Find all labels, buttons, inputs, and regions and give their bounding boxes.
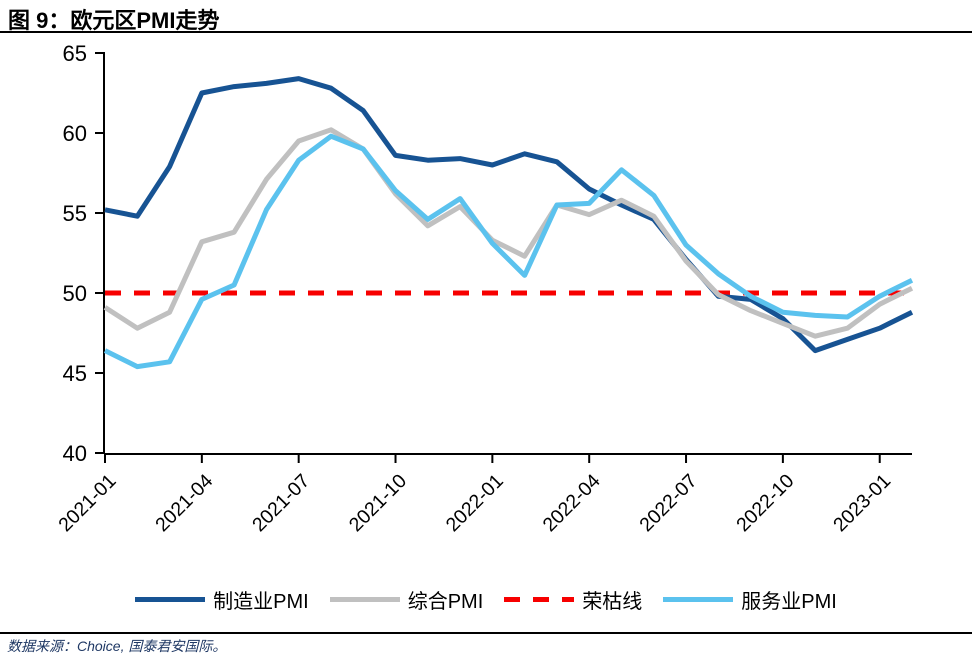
legend-item-boom-bust-line: 荣枯线 bbox=[504, 585, 642, 614]
data-source-note: 数据来源：Choice, 国泰君安国际。 bbox=[7, 638, 227, 654]
x-tick-label: 2022-07 bbox=[635, 470, 701, 536]
legend-label: 荣枯线 bbox=[582, 590, 643, 613]
y-tick-label: 50 bbox=[63, 281, 87, 306]
legend-swatch-services-pmi bbox=[663, 596, 734, 602]
title-divider bbox=[0, 31, 972, 33]
composite-pmi-line bbox=[103, 127, 914, 339]
services-pmi-line bbox=[103, 133, 914, 370]
legend-label: 制造业PMI bbox=[213, 590, 309, 613]
legend-item-manufacturing-pmi: 制造业PMI bbox=[135, 585, 309, 614]
chart-legend: 制造业PMI 综合PMI 荣枯线 服务业PMI bbox=[0, 584, 972, 614]
x-tick-label: 2021-07 bbox=[248, 470, 314, 536]
legend-label: 服务业PMI bbox=[741, 590, 837, 613]
x-tick-label: 2021-01 bbox=[54, 470, 120, 536]
x-tick-label: 2022-04 bbox=[539, 470, 605, 536]
y-tick-label: 55 bbox=[63, 201, 87, 226]
y-tick-label: 65 bbox=[63, 41, 87, 66]
figure-title: 图 9：欧元区PMI走势 bbox=[8, 8, 220, 33]
legend-swatch-boom-bust-line bbox=[504, 596, 575, 602]
y-tick-label: 40 bbox=[63, 441, 87, 466]
y-tick-label: 45 bbox=[63, 361, 87, 386]
legend-label: 综合PMI bbox=[407, 590, 484, 613]
x-tick-label: 2022-10 bbox=[732, 470, 798, 536]
legend-swatch-manufacturing-pmi bbox=[135, 596, 206, 602]
legend-item-services-pmi: 服务业PMI bbox=[663, 585, 837, 614]
legend-item-composite-pmi: 综合PMI bbox=[329, 585, 484, 614]
manufacturing-pmi-line bbox=[104, 76, 914, 354]
x-tick-label: 2023-01 bbox=[829, 470, 895, 536]
legend-swatch-composite-pmi bbox=[329, 596, 400, 602]
x-tick-label: 2021-04 bbox=[151, 470, 217, 536]
x-tick-label: 2021-10 bbox=[345, 470, 411, 536]
footer-divider bbox=[0, 632, 972, 634]
x-tick-label: 2022-01 bbox=[442, 470, 508, 536]
y-tick-label: 60 bbox=[63, 121, 87, 146]
